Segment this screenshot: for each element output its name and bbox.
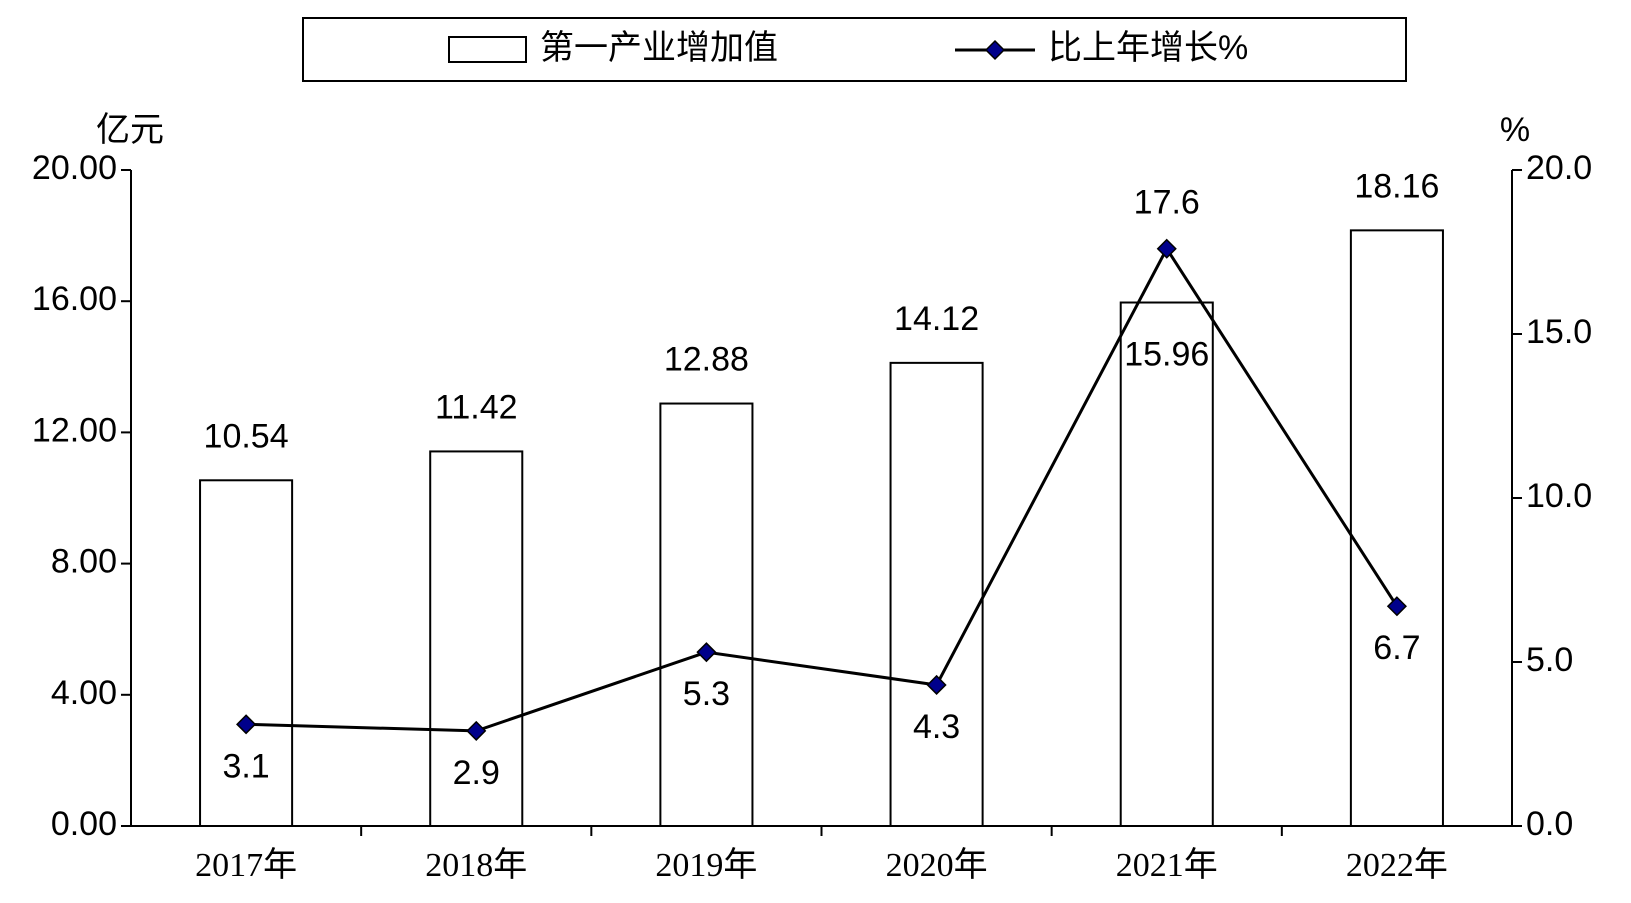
- bar-value-label: 12.88: [664, 341, 749, 379]
- y-tick-label: 16.00: [32, 280, 117, 318]
- line-marker: [466, 720, 487, 741]
- y-tick-label: 0.00: [51, 805, 117, 843]
- bar: [659, 402, 754, 827]
- legend-label: 比上年增长%: [1048, 29, 1248, 67]
- line-value-label: 5.3: [683, 675, 730, 713]
- bar: [1119, 301, 1214, 827]
- line-marker: [1386, 596, 1407, 617]
- line-value-label: 3.1: [222, 747, 269, 785]
- bar-value-label: 15.96: [1124, 335, 1209, 373]
- x-tick-label: 2019年: [655, 846, 757, 884]
- legend-swatch: [448, 36, 527, 63]
- y2-tick-label: 0.0: [1526, 805, 1573, 843]
- bar: [1349, 229, 1444, 828]
- line-value-label: 2.9: [453, 754, 500, 792]
- bar: [429, 450, 524, 827]
- x-tick-label: 2018年: [425, 846, 527, 884]
- bar: [199, 479, 294, 827]
- y-tick-label: 20.00: [32, 149, 117, 187]
- bar-value-label: 14.12: [894, 300, 979, 338]
- y2-tick-label: 20.0: [1526, 149, 1592, 187]
- y-tick-label: 4.00: [51, 674, 117, 712]
- bar-value-label: 11.42: [435, 388, 518, 426]
- legend-box: [302, 17, 1407, 82]
- x-tick-label: 2022年: [1346, 846, 1448, 884]
- x-tick-label: 2017年: [195, 846, 297, 884]
- legend-marker: [984, 39, 1006, 61]
- line: [246, 245, 1399, 733]
- legend-label: 第一产业增加值: [540, 29, 778, 67]
- x-tick-label: 2020年: [886, 846, 988, 884]
- y-axis-label: 亿元: [96, 111, 164, 149]
- y-tick-label: 8.00: [51, 543, 117, 581]
- line-value-label: 4.3: [913, 708, 960, 746]
- y2-tick-label: 15.0: [1526, 313, 1592, 351]
- x-tick-label: 2021年: [1116, 846, 1218, 884]
- line-marker: [926, 674, 947, 696]
- y-tick-label: 12.00: [32, 411, 117, 449]
- line-marker: [1156, 238, 1177, 259]
- line-value-label: 6.7: [1373, 629, 1420, 667]
- line-marker: [236, 714, 257, 735]
- bar-value-label: 18.16: [1354, 167, 1439, 205]
- y2-tick-label: 5.0: [1526, 641, 1573, 679]
- bar: [889, 361, 984, 827]
- y2-tick-label: 10.0: [1526, 477, 1592, 515]
- line-marker: [696, 642, 717, 663]
- bar-value-label: 10.54: [204, 417, 289, 455]
- y2-axis-label: %: [1500, 111, 1530, 149]
- line-value-label: 17.6: [1134, 184, 1200, 222]
